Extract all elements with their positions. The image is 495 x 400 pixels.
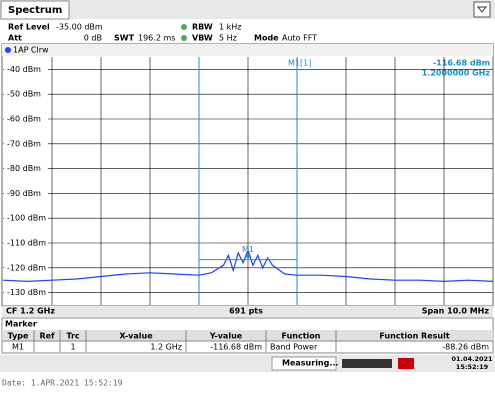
y-tick-label: -40 dBm bbox=[7, 65, 41, 74]
label: Att bbox=[8, 34, 22, 43]
column-header: X-value bbox=[119, 332, 153, 341]
plot-frame bbox=[1, 43, 494, 307]
status-dot bbox=[181, 35, 187, 41]
marker-frequency: 1.2000000 GHz bbox=[422, 69, 491, 78]
y-tick-label: -60 dBm bbox=[7, 115, 41, 124]
table-cell: 1.2 GHz bbox=[150, 343, 182, 352]
center-frequency: CF 1.2 GHz bbox=[6, 307, 55, 316]
status-bar bbox=[0, 355, 495, 372]
table-grid: Type M1 Ref Trc 1 X-value 1.2 GHz Y-value -116.6… bbox=[2, 330, 493, 352]
marker-label: M1 bbox=[242, 245, 254, 254]
value: 5 Hz bbox=[219, 34, 237, 43]
y-tick-label: -70 dBm bbox=[7, 139, 41, 148]
table-cell: -88.26 dBm bbox=[442, 343, 489, 352]
marker-level: -116.68 dBm bbox=[433, 59, 490, 68]
column-header: Ref bbox=[39, 332, 55, 341]
table-cell: -116.68 dBm bbox=[210, 343, 262, 352]
label: Ref Level bbox=[8, 23, 50, 32]
table-title: Marker bbox=[5, 320, 37, 329]
status-icon bbox=[398, 358, 414, 369]
value: 1 kHz bbox=[219, 23, 241, 32]
table-cell: Band Power bbox=[270, 343, 318, 352]
status-message: Measuring... bbox=[282, 359, 338, 368]
table-header bbox=[2, 330, 493, 341]
tick-bg bbox=[4, 213, 48, 224]
value: 196.2 ms bbox=[138, 34, 175, 43]
tick-bg bbox=[4, 163, 48, 174]
marker-name: M1[1] bbox=[288, 59, 311, 68]
status-dot bbox=[181, 24, 187, 30]
table-cell: M1 bbox=[12, 343, 24, 352]
y-tick-label: -50 dBm bbox=[7, 90, 41, 99]
tick-bg bbox=[4, 262, 48, 273]
value: 0 dB bbox=[84, 34, 102, 43]
tick-bg bbox=[4, 89, 48, 100]
footer-bar bbox=[2, 306, 493, 317]
tick-bg bbox=[4, 188, 48, 199]
y-tick-label: -100 dBm bbox=[7, 214, 46, 223]
status-time: 15:52:19 bbox=[456, 363, 489, 371]
footer-note: Date: 1.APR.2021 15:52:19 bbox=[2, 379, 123, 388]
tick-bg bbox=[4, 64, 48, 75]
status-field bbox=[271, 356, 337, 371]
column-header: Function bbox=[282, 332, 321, 341]
menu-icon[interactable] bbox=[473, 1, 491, 18]
trace-bar bbox=[2, 44, 493, 56]
label: SWT bbox=[114, 34, 135, 43]
value: Auto FFT bbox=[282, 34, 317, 43]
column-header: Type bbox=[8, 332, 29, 341]
tick-bg bbox=[4, 114, 48, 124]
tick-bg bbox=[4, 238, 48, 248]
progress-bar bbox=[342, 359, 392, 368]
y-tick-label: -120 dBm bbox=[7, 263, 46, 272]
y-tick-label: -90 dBm bbox=[7, 189, 41, 198]
y-tick-label: -80 dBm bbox=[7, 164, 41, 173]
y-tick-label: -130 dBm bbox=[7, 288, 46, 297]
trace bbox=[2, 248, 494, 283]
y-tick-label: -110 dBm bbox=[7, 239, 46, 248]
trace-label: 1AP Clrw bbox=[13, 46, 49, 55]
span: Span 10.0 MHz bbox=[422, 307, 490, 316]
label: VBW bbox=[192, 34, 213, 43]
points: 691 pts bbox=[229, 307, 263, 316]
trace-dot bbox=[5, 47, 11, 53]
marker bbox=[245, 254, 251, 260]
tick-bg bbox=[4, 138, 48, 149]
status-date: 01.04.2021 bbox=[451, 355, 493, 363]
value: -35.00 dBm bbox=[56, 23, 103, 32]
menu-arrow bbox=[476, 6, 488, 13]
table-cell: 1 bbox=[70, 343, 75, 352]
tab-title: Spectrum bbox=[8, 5, 62, 16]
column-header: Function Result bbox=[379, 332, 450, 341]
tab[interactable] bbox=[0, 0, 70, 20]
column-header: Trc bbox=[66, 332, 80, 341]
column-header: Y-value bbox=[209, 332, 243, 341]
tick-bg bbox=[4, 287, 48, 298]
label: RBW bbox=[192, 23, 213, 32]
tab-bar bbox=[0, 0, 495, 19]
label: Mode bbox=[254, 34, 279, 43]
